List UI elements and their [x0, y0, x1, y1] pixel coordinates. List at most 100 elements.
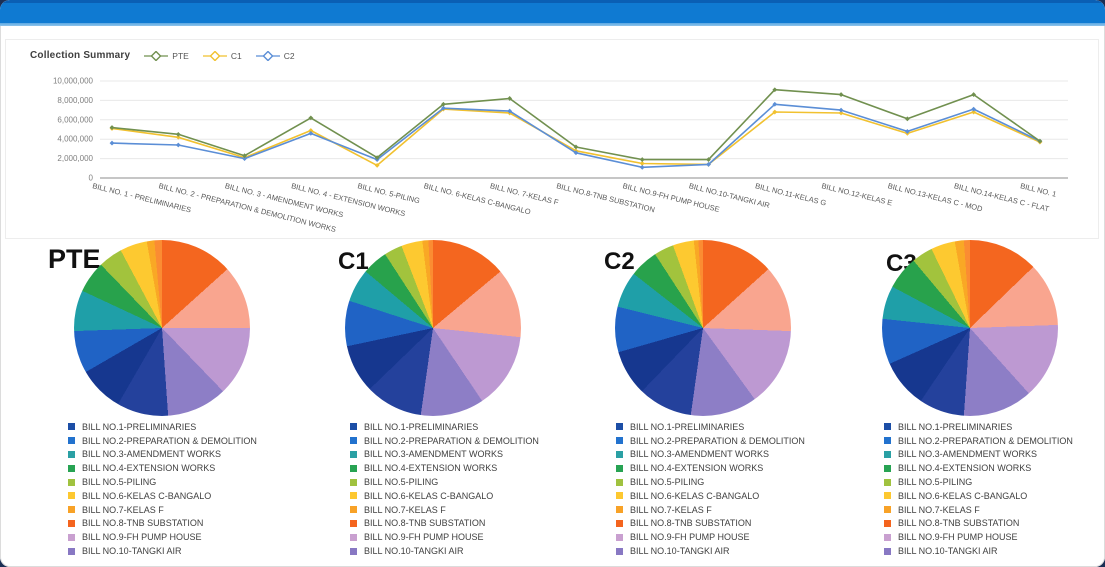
line-legend-item-c1[interactable]: C1 — [202, 50, 242, 61]
legend-color-chip-icon — [68, 547, 75, 555]
legend-color-chip-icon — [884, 547, 891, 555]
data-point-diamond-icon[interactable] — [175, 134, 181, 140]
pie-legend-item[interactable]: BILL NO.10-TANGKI AIR — [68, 544, 257, 558]
pie-legend-item[interactable]: BILL NO.5-PILING — [68, 475, 257, 489]
pie-legend-item[interactable]: BILL NO.4-EXTENSION WORKS — [68, 461, 257, 475]
pie-legend-item[interactable]: BILL NO.6-KELAS C-BANGALO — [616, 489, 805, 503]
pie-legend-item[interactable]: BILL NO.7-KELAS F — [884, 503, 1073, 517]
data-point-diamond-icon[interactable] — [772, 101, 778, 107]
data-point-diamond-icon[interactable] — [573, 150, 579, 156]
legend-color-chip-icon — [350, 506, 357, 514]
legend-color-chip-icon — [68, 450, 75, 458]
data-point-diamond-icon[interactable] — [1037, 138, 1043, 144]
pie-legend-item[interactable]: BILL NO.2-PREPARATION & DEMOLITION — [68, 434, 257, 448]
pie-legend-item[interactable]: BILL NO.4-EXTENSION WORKS — [616, 461, 805, 475]
pie-legend-item[interactable]: BILL NO.1-PRELIMINARIES — [350, 420, 539, 434]
legend-label: BILL NO.5-PILING — [630, 477, 705, 488]
pie-legend-item[interactable]: BILL NO.6-KELAS C-BANGALO — [68, 489, 257, 503]
pie-legend-item[interactable]: BILL NO.9-FH PUMP HOUSE — [68, 530, 257, 544]
legend-label: BILL NO.2-PREPARATION & DEMOLITION — [630, 435, 805, 446]
pie-legend-item[interactable]: BILL NO.5-PILING — [616, 475, 805, 489]
data-point-diamond-icon[interactable] — [639, 164, 645, 170]
legend-label: BILL NO.10-TANGKI AIR — [364, 546, 464, 557]
line-series-c1[interactable] — [111, 108, 1041, 167]
pie-legend-item[interactable]: BILL NO.4-EXTENSION WORKS — [884, 461, 1073, 475]
pie-legend-item[interactable]: BILL NO.3-AMENDMENT WORKS — [616, 448, 805, 462]
data-point-diamond-icon[interactable] — [971, 92, 977, 97]
line-legend-label: C2 — [283, 50, 295, 61]
data-point-diamond-icon[interactable] — [573, 144, 579, 150]
data-point-diamond-icon[interactable] — [904, 129, 910, 134]
line-legend-item-pte[interactable]: PTE — [144, 50, 189, 61]
pie-legend-item[interactable]: BILL NO.3-AMENDMENT WORKS — [350, 448, 539, 462]
data-point-diamond-icon[interactable] — [706, 157, 711, 162]
pie-legend-item[interactable]: BILL NO.9-FH PUMP HOUSE — [884, 530, 1073, 544]
data-point-diamond-icon[interactable] — [109, 140, 115, 146]
pie-legend-item[interactable]: BILL NO.6-KELAS C-BANGALO — [884, 489, 1073, 503]
legend-label: BILL NO.9-FH PUMP HOUSE — [364, 532, 484, 543]
data-point-diamond-icon[interactable] — [971, 106, 977, 112]
pie-legend-item[interactable]: BILL NO.10-TANGKI AIR — [350, 544, 539, 558]
data-point-diamond-icon[interactable] — [441, 101, 446, 107]
pie-legend-item[interactable]: BILL NO.2-PREPARATION & DEMOLITION — [616, 434, 805, 448]
pie-legend-item[interactable]: BILL NO.1-PRELIMINARIES — [884, 420, 1073, 434]
data-point-diamond-icon[interactable] — [904, 116, 910, 122]
pie-legend-item[interactable]: BILL NO.7-KELAS F — [68, 503, 257, 517]
pie-legend-item[interactable]: BILL NO.9-FH PUMP HOUSE — [616, 530, 805, 544]
data-point-diamond-icon[interactable] — [242, 156, 247, 161]
data-point-diamond-icon[interactable] — [109, 125, 115, 130]
pie-chart-c1[interactable] — [345, 240, 521, 416]
legend-color-chip-icon — [350, 533, 357, 541]
pie-legend-item[interactable]: BILL NO.8-TNB SUBSTATION — [68, 517, 257, 531]
legend-label: BILL NO.8-TNB SUBSTATION — [364, 518, 486, 529]
data-point-diamond-icon[interactable] — [838, 92, 844, 97]
collection-summary-line-chart[interactable]: 0 2,000,000 4,000,000 6,000,000 8,000,000 10,… — [0, 66, 1105, 238]
pie-chart-c3[interactable] — [882, 240, 1058, 416]
pie-legend-item[interactable]: BILL NO.1-PRELIMINARIES — [616, 420, 805, 434]
pie-legend-item[interactable]: BILL NO.6-KELAS C-BANGALO — [350, 489, 539, 503]
line-legend-label: C1 — [230, 50, 242, 61]
pie-legend-item[interactable]: BILL NO.3-AMENDMENT WORKS — [68, 448, 257, 462]
pie-legend-item[interactable]: BILL NO.2-PREPARATION & DEMOLITION — [884, 434, 1073, 448]
data-point-diamond-icon[interactable] — [639, 157, 645, 162]
line-series-c2[interactable] — [111, 103, 1041, 169]
data-point-diamond-icon[interactable] — [175, 131, 181, 137]
pie-legend-item[interactable]: BILL NO.1-PRELIMINARIES — [68, 420, 257, 434]
pie-chart-c2[interactable] — [615, 240, 791, 416]
pie-legend-item[interactable]: BILL NO.5-PILING — [350, 475, 539, 489]
x-tick-label: BILL NO. 4 - EXTENSION WORKS — [290, 181, 406, 218]
pie-legend-item[interactable]: BILL NO.2-PREPARATION & DEMOLITION — [350, 434, 539, 448]
pie-legend-item[interactable]: BILL NO.8-TNB SUBSTATION — [616, 517, 805, 531]
pie-legend-item[interactable]: BILL NO.7-KELAS F — [350, 503, 539, 517]
pie-legend-item[interactable]: BILL NO.9-FH PUMP HOUSE — [350, 530, 539, 544]
data-point-diamond-icon[interactable] — [308, 115, 314, 121]
pie-legend-item[interactable]: BILL NO.4-EXTENSION WORKS — [350, 461, 539, 475]
data-point-diamond-icon[interactable] — [374, 162, 380, 168]
data-point-diamond-icon[interactable] — [175, 142, 181, 148]
pie-title-c2: C2 — [604, 248, 635, 275]
data-point-diamond-icon[interactable] — [374, 155, 380, 161]
data-point-diamond-icon[interactable] — [838, 107, 844, 113]
data-point-diamond-icon[interactable] — [308, 128, 314, 133]
chart-title: Collection Summary — [30, 50, 131, 61]
data-point-diamond-icon[interactable] — [706, 162, 711, 167]
chart-header: Collection Summary PTE C1 C2 — [30, 50, 295, 61]
line-series-marker-icon — [202, 50, 227, 61]
line-legend-item-c2[interactable]: C2 — [255, 50, 295, 61]
pie-legend-item[interactable]: BILL NO.8-TNB SUBSTATION — [884, 517, 1073, 531]
legend-color-chip-icon — [884, 492, 891, 500]
pie-legend-item[interactable]: BILL NO.8-TNB SUBSTATION — [350, 517, 539, 531]
pie-legend-item[interactable]: BILL NO.7-KELAS F — [616, 503, 805, 517]
pie-chart-pte[interactable] — [74, 240, 250, 416]
data-point-diamond-icon[interactable] — [441, 105, 446, 111]
pie-legend-item[interactable]: BILL NO.3-AMENDMENT WORKS — [884, 448, 1073, 462]
line-series-marker-icon — [144, 50, 169, 61]
data-point-diamond-icon[interactable] — [242, 153, 247, 159]
pie-legend-item[interactable]: BILL NO.5-PILING — [884, 475, 1073, 489]
legend-color-chip-icon — [350, 437, 357, 445]
data-point-diamond-icon[interactable] — [639, 161, 645, 166]
pie-legend-c1: BILL NO.1-PRELIMINARIES BILL NO.2-PREPARA… — [350, 420, 539, 558]
pie-legend-item[interactable]: BILL NO.10-TANGKI AIR — [616, 544, 805, 558]
data-point-diamond-icon[interactable] — [308, 130, 314, 136]
pie-legend-item[interactable]: BILL NO.10-TANGKI AIR — [884, 544, 1073, 558]
